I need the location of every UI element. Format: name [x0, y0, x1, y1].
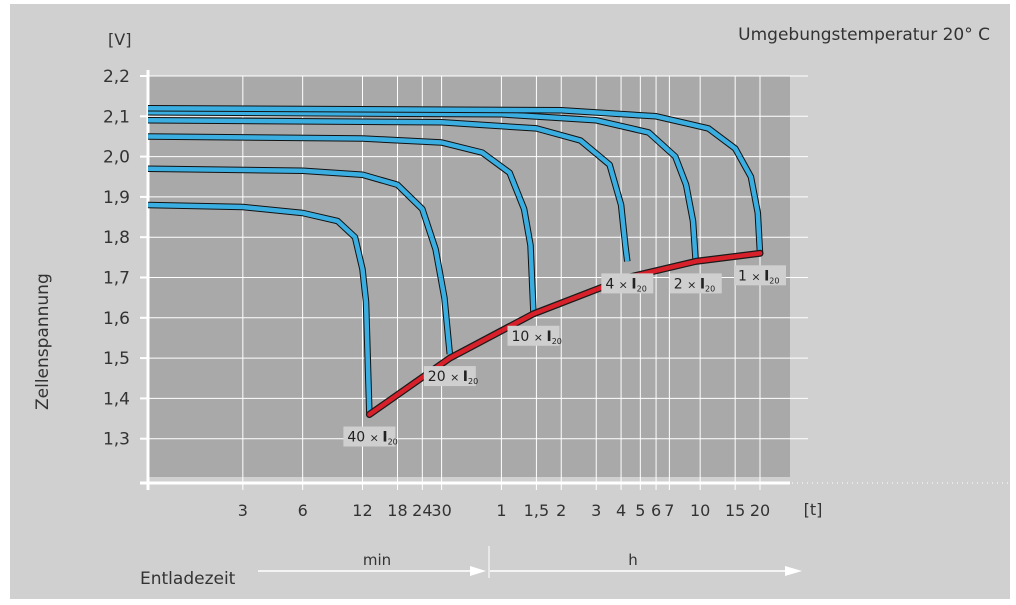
x-tick-label: 10 [690, 501, 710, 520]
y-tick-label: 1,9 [103, 188, 130, 208]
x-tick-label: 5 [635, 501, 645, 520]
curve-label-box [343, 426, 396, 447]
curve-label: 1 × I20 [738, 268, 779, 285]
x-unit-label: [t] [804, 500, 823, 519]
x-axis-title: Entladezeit [140, 569, 236, 589]
curve-label-box [669, 273, 722, 294]
x-tick-label: 1 [496, 501, 506, 520]
arrow-head-min [470, 566, 486, 576]
y-tick-label: 1,6 [103, 309, 130, 329]
discharge-curves [147, 104, 764, 418]
x-tick-label: 3 [238, 501, 248, 520]
x-tick-label: 7 [664, 501, 674, 520]
curve-labels: 40 × I20 20 × I20 10 × I20 4 × I20 2 × I20 1 … [343, 265, 786, 447]
discharge-curve-line [147, 118, 630, 262]
x-tick-label: 12 [352, 501, 372, 520]
y-tick-label: 2,2 [103, 67, 130, 87]
curve-label: 2 × I20 [674, 276, 715, 293]
y-tick-label: 2,1 [103, 107, 130, 127]
y-axis-title: Zellenspannung [33, 273, 53, 410]
curve-label-box [423, 366, 476, 387]
x-tick-label: 20 [750, 501, 770, 520]
curve-label: 4 × I20 [605, 276, 646, 293]
discharge-curve-line [147, 166, 453, 355]
segment-label-min: min [363, 551, 391, 569]
curve-label: 10 × I20 [511, 329, 561, 346]
discharge-curve-line [147, 134, 536, 314]
y-tick-label: 2,0 [103, 148, 130, 168]
y-tick-labels: 2,2 2,1 2,0 1,9 1,8 1,7 1,6 1,5 1,4 1,3 [103, 67, 130, 450]
curve-label-box [601, 273, 654, 294]
x-tick-label: 6 [298, 501, 308, 520]
discharge-curve-line [147, 202, 372, 415]
x-tick-label: 30 [431, 501, 451, 520]
curve-label: 40 × I20 [347, 430, 397, 447]
discharge-curve-line [147, 105, 763, 254]
y-unit-label: [V] [108, 30, 131, 49]
grid [140, 75, 808, 490]
x-tick-label: 6 [651, 501, 661, 520]
curve-label: 20 × I20 [428, 369, 478, 386]
segment-label-h: h [628, 551, 638, 569]
chart-title: Umgebungstemperatur 20° C [738, 25, 990, 45]
y-tick-label: 1,5 [103, 349, 130, 369]
y-tick-label: 1,4 [103, 389, 130, 409]
curve-label-box [507, 325, 560, 346]
y-tick-label: 1,7 [103, 269, 130, 289]
x-tick-label: 2 [556, 501, 566, 520]
discharge-curve-line [147, 110, 698, 262]
x-tick-label: 1,5 [524, 501, 549, 520]
x-tick-label: 15 [725, 501, 745, 520]
y-tick-label: 1,8 [103, 228, 130, 248]
arrow-head-h [785, 566, 802, 576]
x-tick-label: 4 [616, 501, 626, 520]
x-tick-label: 18 [387, 501, 407, 520]
y-tick-label: 1,3 [103, 430, 130, 450]
x-tick-label: 3 [591, 501, 601, 520]
x-tick-label: 24 [412, 501, 432, 520]
curve-label-box [734, 265, 786, 286]
